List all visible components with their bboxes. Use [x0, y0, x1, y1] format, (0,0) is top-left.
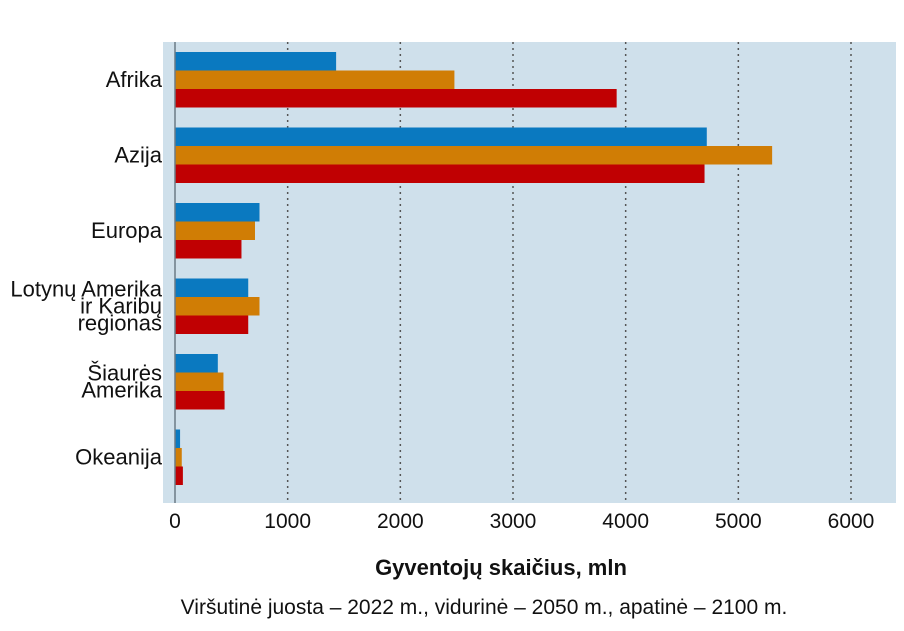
category-label: Europa — [91, 218, 163, 243]
category-label: Okeanija — [75, 444, 163, 469]
bar — [175, 221, 255, 240]
bar — [175, 372, 224, 391]
category-label: Azija — [114, 142, 162, 167]
bar — [175, 89, 617, 108]
category-label: Lotynų Amerika ir Karibų regionas — [10, 276, 162, 335]
bar — [175, 70, 455, 89]
bar — [175, 164, 705, 183]
category-label: Šiaurės Amerika — [81, 360, 162, 402]
gridlines — [286, 42, 852, 503]
bar — [175, 240, 242, 259]
bar — [175, 297, 260, 316]
x-tick-label: 3000 — [490, 510, 537, 533]
bar — [175, 278, 249, 297]
x-tick-label: 2000 — [377, 510, 424, 533]
bar — [175, 354, 218, 373]
category-labels: Afrika Azija Europa Lotynų Amerika ir Karibų… — [10, 67, 162, 470]
x-tick-label: 6000 — [828, 510, 875, 533]
bar — [175, 315, 249, 334]
plot-background — [163, 42, 896, 503]
bar — [175, 466, 183, 485]
x-axis-label: Gyventojų skaičius, mln — [375, 555, 627, 580]
bar — [175, 52, 337, 71]
bars — [175, 52, 773, 485]
bar — [175, 429, 181, 448]
x-tick-label: 4000 — [602, 510, 649, 533]
x-tick-labels: 0 1000 2000 3000 4000 5000 6000 — [169, 510, 874, 533]
x-tick-label: 1000 — [264, 510, 311, 533]
category-label: Afrika — [106, 67, 163, 92]
bar — [175, 146, 773, 165]
bar — [175, 127, 707, 146]
x-tick-label: 0 — [169, 510, 181, 533]
chart-caption: Viršutinė juosta – 2022 m., vidurinė – 2… — [181, 596, 788, 619]
bar — [175, 448, 182, 467]
x-tick-label: 5000 — [715, 510, 762, 533]
bar — [175, 203, 260, 222]
bar — [175, 391, 225, 410]
